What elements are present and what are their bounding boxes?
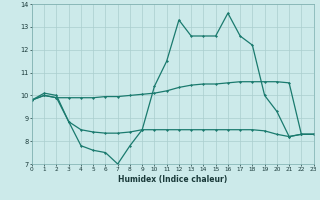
X-axis label: Humidex (Indice chaleur): Humidex (Indice chaleur) (118, 175, 228, 184)
